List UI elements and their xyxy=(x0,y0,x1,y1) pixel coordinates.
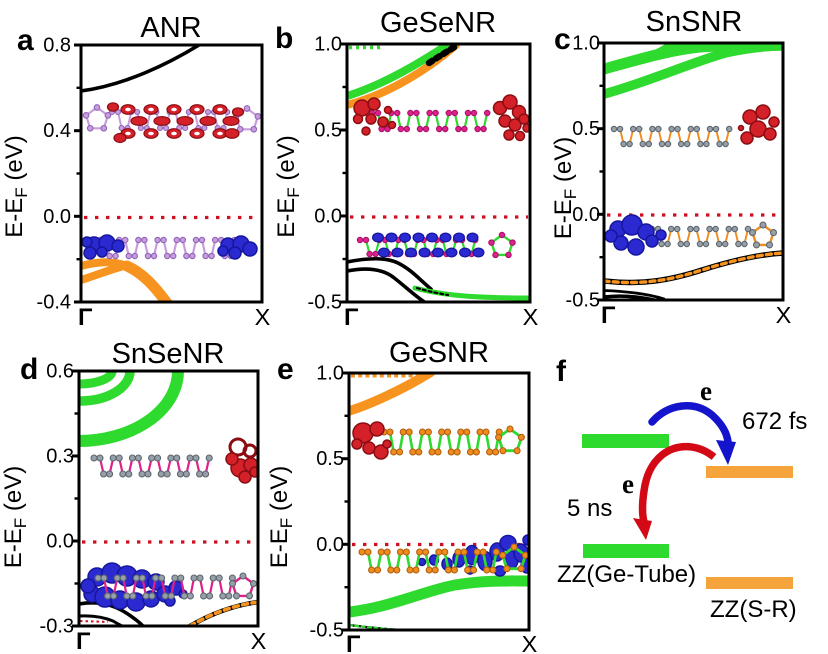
svg-text:0.8: 0.8 xyxy=(43,35,71,57)
svg-text:Γ: Γ xyxy=(346,631,361,654)
svg-text:0.0: 0.0 xyxy=(572,204,600,226)
svg-text:0.0: 0.0 xyxy=(314,206,342,228)
svg-text:e: e xyxy=(622,469,634,499)
svg-text:0.6: 0.6 xyxy=(46,361,74,383)
svg-text:Γ: Γ xyxy=(76,628,91,654)
svg-text:E-EF (eV): E-EF (eV) xyxy=(266,466,296,568)
svg-text:0.5: 0.5 xyxy=(572,118,600,140)
svg-text:a: a xyxy=(17,24,34,57)
svg-text:1.0: 1.0 xyxy=(316,363,344,385)
svg-text:-0.5: -0.5 xyxy=(566,290,600,312)
svg-text:ANR: ANR xyxy=(140,12,201,44)
svg-text:ZZ(Ge-Tube): ZZ(Ge-Tube) xyxy=(557,561,696,588)
svg-text:0.0: 0.0 xyxy=(46,531,74,553)
svg-text:GeSeNR: GeSeNR xyxy=(380,7,496,39)
svg-text:-0.5: -0.5 xyxy=(310,620,344,642)
svg-text:X: X xyxy=(776,302,792,328)
svg-text:-0.4: -0.4 xyxy=(37,292,71,314)
svg-text:d: d xyxy=(20,353,38,386)
svg-text:c: c xyxy=(554,23,571,56)
svg-text:Γ: Γ xyxy=(344,304,359,331)
svg-text:-0.3: -0.3 xyxy=(40,616,74,638)
svg-text:SnSNR: SnSNR xyxy=(646,6,743,38)
svg-text:f: f xyxy=(556,355,567,388)
svg-text:X: X xyxy=(522,631,538,654)
svg-text:0.5: 0.5 xyxy=(316,448,344,470)
svg-text:ZZ(S-R): ZZ(S-R) xyxy=(710,596,797,623)
svg-text:X: X xyxy=(255,304,271,330)
svg-text:GeSNR: GeSNR xyxy=(389,337,489,369)
svg-text:0.5: 0.5 xyxy=(314,120,342,142)
svg-text:Γ: Γ xyxy=(601,302,616,329)
svg-text:1.0: 1.0 xyxy=(572,33,600,55)
svg-text:X: X xyxy=(251,628,267,654)
svg-text:e: e xyxy=(277,353,294,386)
svg-text:E-EF (eV): E-EF (eV) xyxy=(273,135,303,237)
svg-text:SnSeNR: SnSeNR xyxy=(112,338,225,370)
svg-text:-0.5: -0.5 xyxy=(308,292,342,314)
svg-text:1.0: 1.0 xyxy=(314,34,342,56)
svg-text:0.0: 0.0 xyxy=(316,534,344,556)
svg-text:e: e xyxy=(700,376,712,406)
svg-text:Γ: Γ xyxy=(78,304,93,331)
svg-text:E-EF (eV): E-EF (eV) xyxy=(550,137,580,239)
svg-text:E-EF (eV): E-EF (eV) xyxy=(1,135,31,237)
svg-text:X: X xyxy=(523,304,539,330)
svg-text:0.3: 0.3 xyxy=(46,446,74,468)
svg-text:0.0: 0.0 xyxy=(43,206,71,228)
svg-text:5 ns: 5 ns xyxy=(567,495,612,522)
svg-text:b: b xyxy=(275,22,293,55)
svg-text:0.4: 0.4 xyxy=(43,120,71,142)
svg-text:672 fs: 672 fs xyxy=(742,408,807,435)
svg-text:E-EF (eV): E-EF (eV) xyxy=(0,466,30,568)
